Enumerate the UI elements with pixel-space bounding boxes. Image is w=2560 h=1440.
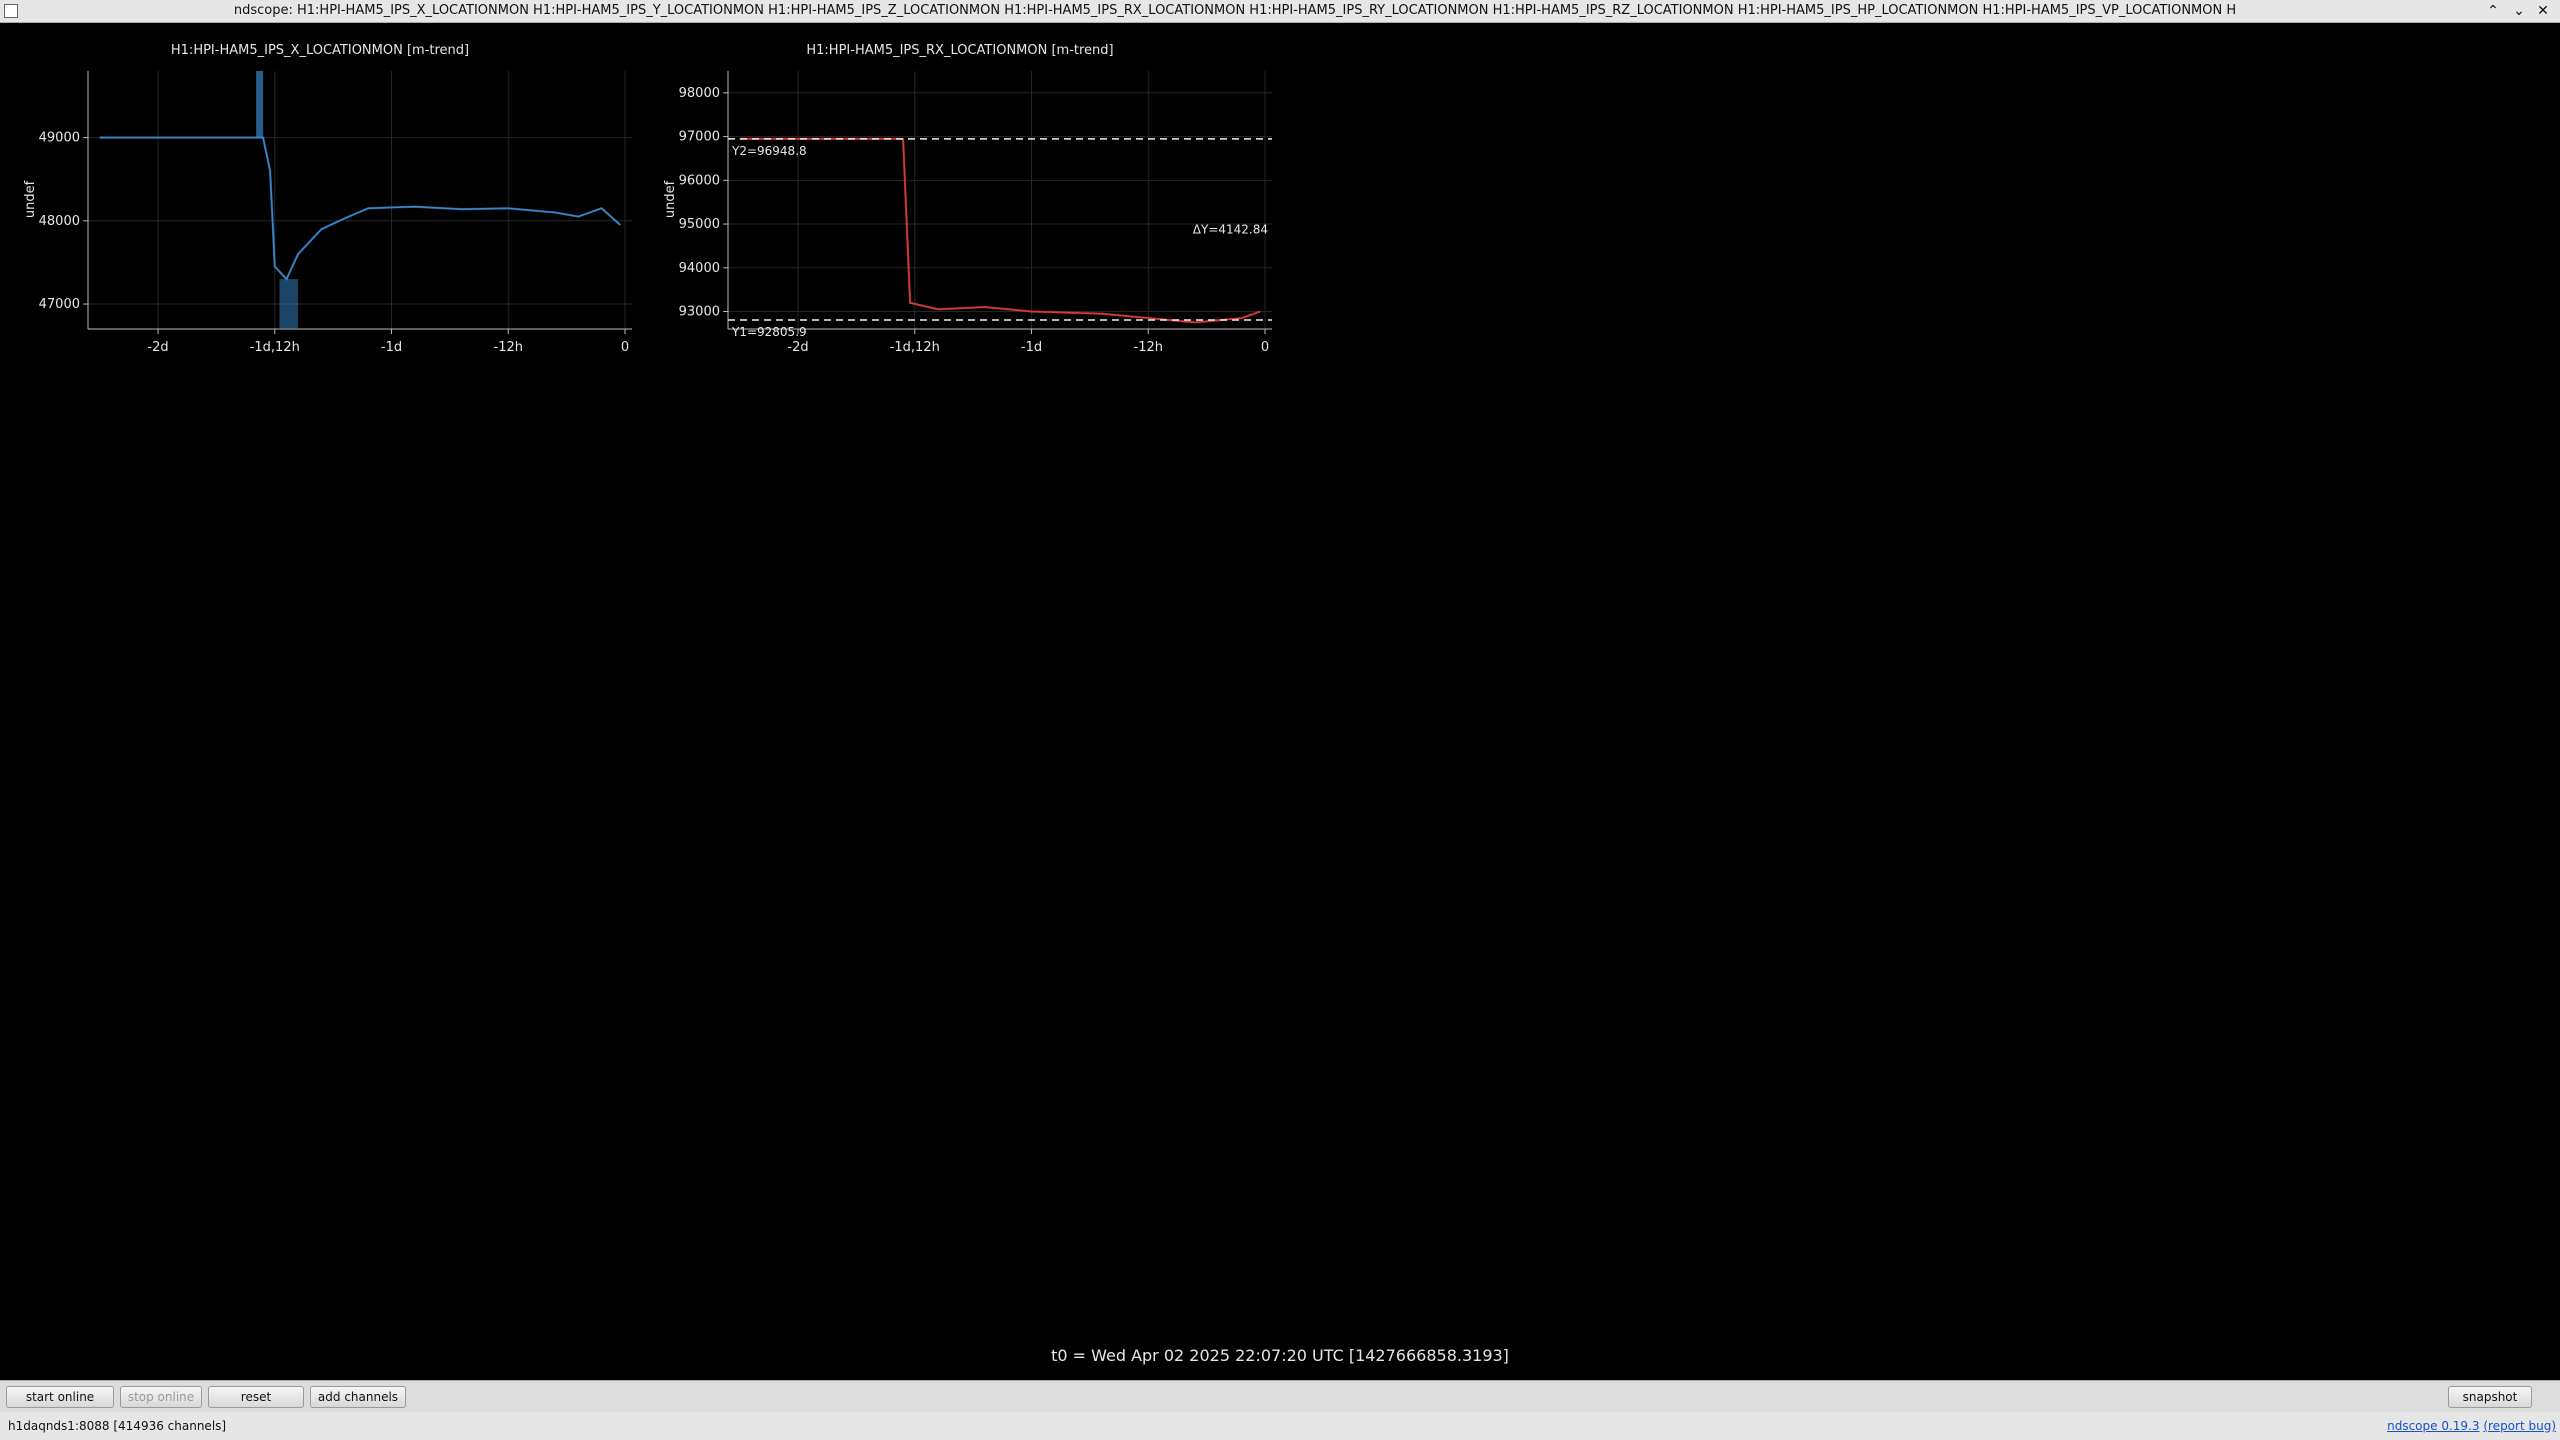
t0-label: t0 = Wed Apr 02 2025 22:07:20 UTC [14276…: [1051, 1346, 1509, 1365]
trend-line: [739, 138, 1261, 324]
reset-button[interactable]: reset: [208, 1386, 304, 1408]
data-spike: [256, 71, 264, 138]
version-info: ndscope 0.19.3 (report bug): [2387, 1419, 2556, 1433]
x-tick-label: -2d: [147, 340, 168, 355]
cursor-delta-label: ΔY=4142.84: [1193, 222, 1268, 236]
plot-panel[interactable]: H1:HPI-HAM5_IPS_RX_LOCATIONMON [m-trend]…: [640, 43, 1280, 365]
y-tick-label: 95000: [679, 217, 720, 232]
close-button[interactable]: ✕: [2537, 3, 2549, 19]
x-tick-label: -12h: [1134, 340, 1163, 355]
toolbar: start online stop online reset add chann…: [0, 1380, 2560, 1413]
stop-online-button[interactable]: stop online: [120, 1386, 202, 1408]
plot-canvas: 49000 48000 47000 -2d -1d,12h -1d -12h 0: [39, 71, 632, 355]
x-tick-label: -1d,12h: [890, 340, 940, 355]
app-icon: [4, 4, 18, 18]
y-tick-label: 94000: [679, 261, 720, 276]
minimize-button[interactable]: ⌃: [2487, 3, 2499, 19]
cursor-y2-label: Y2=96948.8: [731, 144, 807, 158]
data-spike: [279, 279, 299, 329]
x-tick-label: -1d,12h: [250, 340, 300, 355]
y-tick-label: 49000: [39, 131, 80, 146]
trend-line: [99, 136, 621, 281]
snapshot-button[interactable]: snapshot: [2448, 1386, 2532, 1408]
y-tick-label: 93000: [679, 305, 720, 320]
window-titlebar: ndscope: H1:HPI-HAM5_IPS_X_LOCATIONMON H…: [0, 0, 2560, 23]
x-tick-label: -1d: [1021, 340, 1042, 355]
trend-band: [99, 136, 622, 282]
status-bar: h1daqnds1:8088 [414936 channels] ndscope…: [0, 1412, 2560, 1440]
start-online-button[interactable]: start online: [6, 1386, 114, 1408]
x-tick-label: -2d: [787, 340, 808, 355]
trend-band: [739, 137, 1261, 324]
plot-canvas: 98000 97000 96000 95000 94000 93000 -2d -1d,12h…: [679, 71, 1272, 355]
server-status: h1daqnds1:8088 [414936 channels]: [8, 1419, 226, 1433]
add-channels-button[interactable]: add channels: [310, 1386, 406, 1408]
server-name: h1daqnds1:8088: [8, 1419, 110, 1433]
channel-count: [414936 channels]: [113, 1419, 227, 1433]
y-tick-label: 98000: [679, 86, 720, 101]
x-tick-label: 0: [621, 340, 629, 355]
x-tick-label: -12h: [494, 340, 523, 355]
maximize-button[interactable]: ⌄: [2513, 3, 2525, 19]
version-link[interactable]: ndscope 0.19.3: [2387, 1419, 2480, 1433]
report-bug-link[interactable]: (report bug): [2483, 1419, 2556, 1433]
cursor-y1-label: Y1=92805.9: [731, 325, 807, 339]
plot-grid: H1:HPI-HAM5_IPS_X_LOCATIONMON [m-trend] u…: [0, 23, 2560, 1380]
y-tick-label: 47000: [39, 297, 80, 312]
y-tick-label: 48000: [39, 214, 80, 229]
plot-panel[interactable]: H1:HPI-HAM5_IPS_X_LOCATIONMON [m-trend] u…: [0, 43, 640, 365]
x-tick-label: -1d: [381, 340, 402, 355]
x-tick-label: 0: [1261, 340, 1269, 355]
window-title: ndscope: H1:HPI-HAM5_IPS_X_LOCATIONMON H…: [233, 3, 2237, 18]
y-tick-label: 97000: [679, 130, 720, 145]
plot-title: H1:HPI-HAM5_IPS_RX_LOCATIONMON [m-trend]: [806, 43, 1114, 58]
plot-title: H1:HPI-HAM5_IPS_X_LOCATIONMON [m-trend]: [170, 43, 470, 58]
y-tick-label: 96000: [679, 173, 720, 188]
